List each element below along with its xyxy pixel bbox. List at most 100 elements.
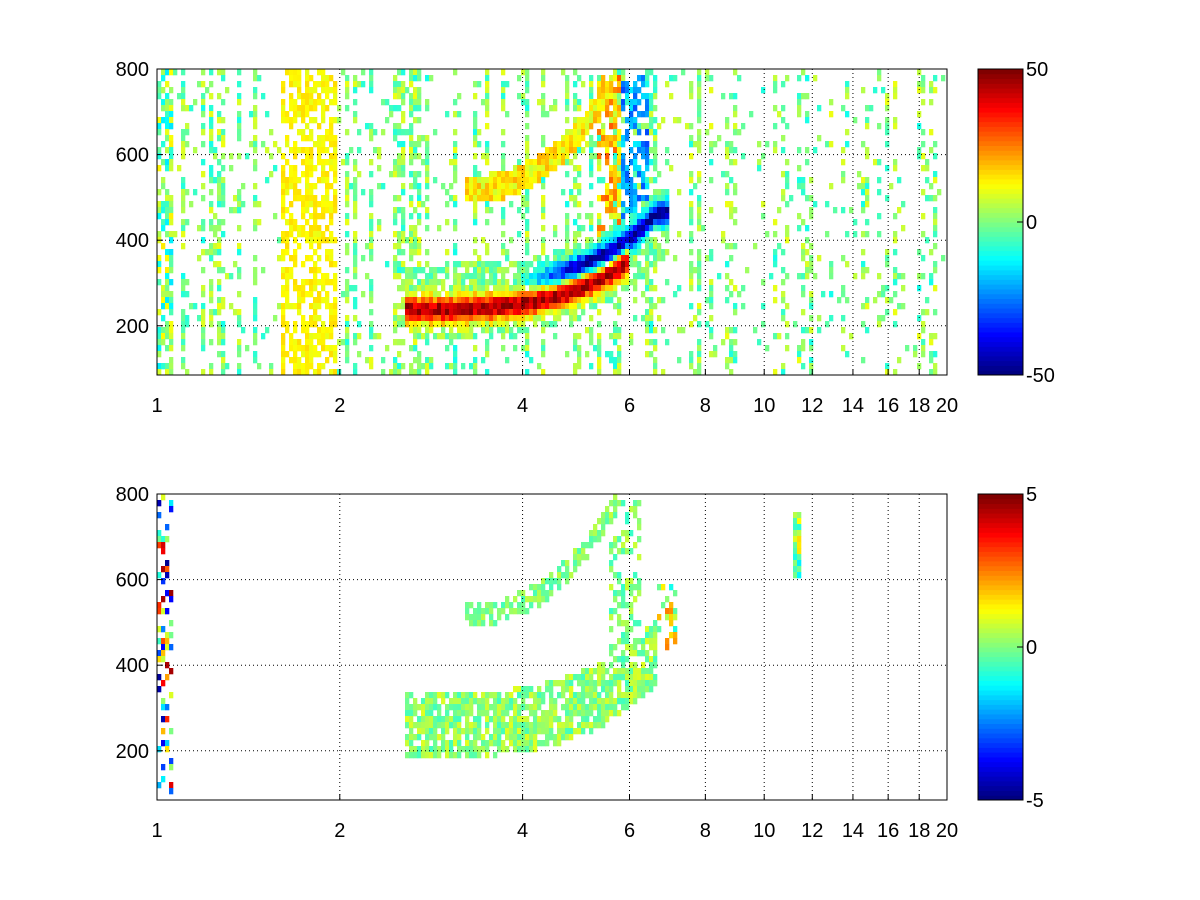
heatmap-cell bbox=[465, 746, 470, 753]
heatmap-cell bbox=[609, 333, 614, 340]
heatmap-cell bbox=[181, 69, 186, 76]
heatmap-cell bbox=[209, 219, 214, 226]
heatmap-cell bbox=[697, 357, 702, 364]
heatmap-cell bbox=[689, 189, 694, 196]
heatmap-cell bbox=[641, 686, 646, 693]
heatmap-cell bbox=[437, 321, 442, 328]
heatmap-cell bbox=[309, 339, 314, 346]
heatmap-cell bbox=[293, 321, 298, 328]
heatmap-cell bbox=[453, 267, 458, 274]
heatmap-cell bbox=[589, 117, 594, 124]
heatmap-cell bbox=[733, 93, 738, 100]
heatmap-cell bbox=[657, 614, 662, 621]
heatmap-cell bbox=[413, 243, 418, 250]
heatmap-cell bbox=[409, 303, 414, 310]
heatmap-cell bbox=[877, 177, 882, 184]
heatmap-cell bbox=[589, 686, 594, 693]
heatmap-cell bbox=[445, 740, 450, 747]
heatmap-cell bbox=[505, 734, 510, 741]
heatmap-cell bbox=[697, 351, 702, 358]
heatmap-cell bbox=[473, 189, 478, 196]
heatmap-cell bbox=[353, 195, 358, 202]
heatmap-cell bbox=[601, 93, 606, 100]
heatmap-cell bbox=[453, 692, 458, 699]
heatmap-cell bbox=[613, 267, 618, 274]
heatmap-cell bbox=[601, 87, 606, 94]
colorbar-segment bbox=[978, 651, 1023, 658]
heatmap-cell bbox=[293, 261, 298, 268]
heatmap-cell bbox=[449, 333, 454, 340]
heatmap-cell bbox=[445, 201, 450, 208]
heatmap-cell bbox=[661, 225, 666, 232]
heatmap-cell bbox=[157, 231, 162, 238]
heatmap-cell bbox=[421, 135, 426, 142]
heatmap-cell bbox=[537, 177, 542, 184]
heatmap-cell bbox=[925, 177, 930, 184]
heatmap-cell bbox=[157, 333, 162, 340]
heatmap-cell bbox=[541, 177, 546, 184]
heatmap-cell bbox=[281, 207, 286, 214]
heatmap-cell bbox=[597, 710, 602, 717]
heatmap-cell bbox=[569, 159, 574, 166]
heatmap-cell bbox=[725, 261, 730, 268]
colorbar-segment bbox=[978, 322, 1023, 328]
heatmap-cell bbox=[893, 123, 898, 130]
heatmap-cell bbox=[621, 99, 626, 106]
heatmap-cell bbox=[569, 680, 574, 687]
heatmap-cell bbox=[313, 207, 318, 214]
heatmap-cell bbox=[513, 303, 518, 310]
heatmap-cell bbox=[473, 345, 478, 352]
heatmap-cell bbox=[665, 159, 670, 166]
heatmap-cell bbox=[413, 321, 418, 328]
heatmap-cell bbox=[305, 255, 310, 262]
heatmap-cell bbox=[457, 734, 462, 741]
heatmap-cell bbox=[345, 159, 350, 166]
heatmap-cell bbox=[885, 165, 890, 172]
heatmap-cell bbox=[753, 327, 758, 334]
heatmap-cell bbox=[653, 177, 658, 184]
heatmap-cell bbox=[733, 111, 738, 118]
heatmap-cell bbox=[465, 309, 470, 316]
heatmap-cell bbox=[521, 309, 526, 316]
heatmap-cell bbox=[645, 638, 650, 645]
heatmap-cell bbox=[353, 189, 358, 196]
heatmap-cell bbox=[609, 351, 614, 358]
heatmap-cell bbox=[345, 345, 350, 352]
heatmap-cell bbox=[509, 291, 514, 298]
heatmap-cell bbox=[293, 189, 298, 196]
heatmap-cell bbox=[553, 297, 558, 304]
heatmap-cell bbox=[433, 740, 438, 747]
heatmap-cell bbox=[885, 255, 890, 262]
heatmap-cell bbox=[601, 291, 606, 298]
heatmap-cell bbox=[621, 285, 626, 292]
heatmap-cell bbox=[301, 321, 306, 328]
heatmap-cell bbox=[577, 297, 582, 304]
heatmap-cell bbox=[293, 249, 298, 256]
heatmap-cell bbox=[537, 716, 542, 723]
heatmap-cell bbox=[457, 279, 462, 286]
heatmap-cell bbox=[829, 267, 834, 274]
heatmap-cell bbox=[605, 668, 610, 675]
heatmap-cell bbox=[237, 123, 242, 130]
heatmap-cell bbox=[317, 93, 322, 100]
heatmap-cell bbox=[397, 129, 402, 136]
heatmap-cell bbox=[577, 279, 582, 286]
heatmap-cell bbox=[465, 315, 470, 322]
colorbar-segment bbox=[978, 102, 1023, 108]
heatmap-cell bbox=[589, 291, 594, 298]
heatmap-cell bbox=[469, 297, 474, 304]
heatmap-cell bbox=[577, 728, 582, 735]
heatmap-cell bbox=[861, 177, 866, 184]
heatmap-cell bbox=[237, 195, 242, 202]
heatmap-cell bbox=[641, 249, 646, 256]
heatmap-cell bbox=[589, 363, 594, 370]
heatmap-cell bbox=[541, 75, 546, 82]
heatmap-cell bbox=[633, 159, 638, 166]
heatmap-cell bbox=[225, 87, 230, 94]
heatmap-cell bbox=[477, 261, 482, 268]
heatmap-cell bbox=[569, 704, 574, 711]
heatmap-cell bbox=[645, 105, 650, 112]
heatmap-cell bbox=[481, 315, 486, 322]
heatmap-cell bbox=[409, 740, 414, 747]
heatmap-cell bbox=[845, 141, 850, 148]
